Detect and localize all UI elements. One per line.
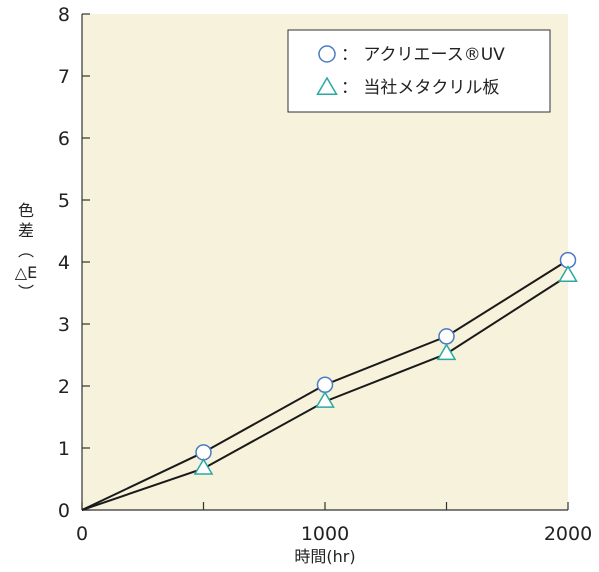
circle-marker (195, 444, 212, 461)
legend-label: ： アクリエース®UV (341, 45, 505, 65)
y-tick-label: 2 (58, 376, 70, 398)
circle-marker (438, 328, 455, 345)
y-axis-title-char: ︶ (18, 283, 34, 302)
x-tick-label: 1000 (301, 523, 349, 545)
x-tick-label: 0 (76, 523, 88, 545)
y-tick-label: 6 (58, 128, 70, 150)
y-axis-title-char: 色 (18, 201, 34, 220)
triangle-marker (315, 391, 335, 408)
legend-box (287, 29, 551, 113)
y-tick-label: 0 (58, 500, 70, 522)
y-axis-title-char: ︵ (18, 241, 34, 260)
legend-triangle-icon (316, 76, 338, 95)
y-axis-title-char: 差 (18, 221, 34, 240)
x-tick-label: 2000 (544, 523, 592, 545)
y-axis-title-char: △E (15, 263, 37, 282)
triangle-marker (558, 265, 578, 282)
legend: ： アクリエース®UV ： 当社メタクリル板 (287, 29, 551, 113)
legend-label: ： 当社メタクリル板 (341, 78, 499, 98)
triangle-marker (436, 343, 457, 361)
legend-circle-icon (318, 45, 336, 63)
y-axis-title: 色差︵ △E︶ (15, 201, 37, 302)
y-tick-label: 5 (58, 190, 70, 212)
y-tick-label: 8 (58, 4, 70, 26)
series-markers (193, 251, 578, 475)
x-axis-title: 時間(hr) (294, 547, 355, 566)
circle-marker (316, 376, 334, 394)
y-tick-label: 1 (58, 438, 70, 460)
axis-ticks: 0 1 2 3 4 5 6 7 8 0 1000 2000 (58, 4, 592, 545)
y-tick-label: 3 (58, 314, 70, 336)
y-tick-label: 7 (58, 66, 70, 88)
triangle-marker (193, 457, 214, 475)
y-tick-label: 4 (58, 252, 70, 274)
